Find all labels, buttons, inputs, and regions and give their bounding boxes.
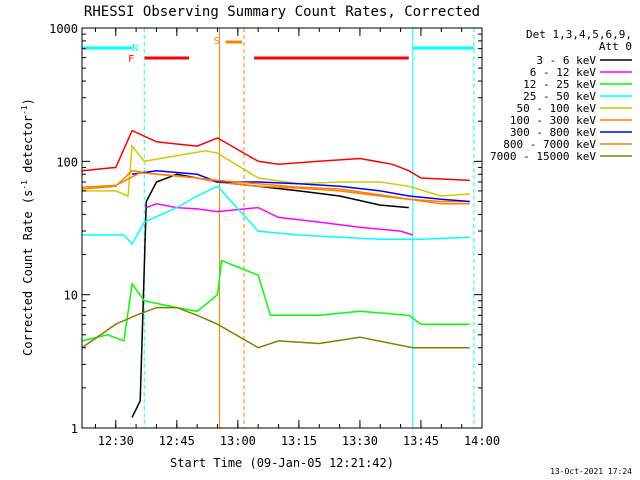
series-line-300-800-kev bbox=[131, 169, 470, 203]
legend-label: 6 - 12 keV bbox=[530, 66, 597, 79]
flag-bars: NF S bbox=[82, 36, 474, 65]
y-tick-label: 1 bbox=[71, 422, 78, 436]
legend-label: 25 - 50 keV bbox=[523, 90, 596, 103]
x-tick-label: 12:45 bbox=[159, 434, 195, 448]
x-tick-label: 13:30 bbox=[342, 434, 378, 448]
flag-label-S: S bbox=[214, 36, 220, 47]
x-tick-label: 13:45 bbox=[403, 434, 439, 448]
tick-layer: 12:30 12:45 13:00 13:15 13:30 13:45 14:00 1 10 10… bbox=[49, 22, 500, 448]
flag-label-N: N bbox=[132, 43, 138, 54]
y-axis-label-sup2: -1 bbox=[20, 105, 29, 115]
y-tick-label: 1000 bbox=[49, 22, 78, 36]
x-tick-label: 14:00 bbox=[464, 434, 500, 448]
series-line-7000-15000-kev bbox=[81, 306, 470, 349]
x-tick-label: 13:15 bbox=[281, 434, 317, 448]
series-line-6-12-kev bbox=[146, 203, 414, 236]
legend-label: 50 - 100 keV bbox=[517, 102, 597, 115]
legend-label: 12 - 25 keV bbox=[523, 78, 596, 91]
flag-label-F: F bbox=[128, 54, 134, 65]
y-tick-label: 100 bbox=[56, 155, 78, 169]
x-tick-label: 12:30 bbox=[98, 434, 134, 448]
timestamp: 13-Oct-2021 17:24 bbox=[550, 467, 632, 476]
gap-lines bbox=[143, 28, 475, 428]
legend-label: 100 - 300 keV bbox=[510, 114, 596, 127]
legend-label: 7000 - 15000 keV bbox=[490, 150, 596, 163]
y-axis-label-mid: detector bbox=[21, 115, 35, 180]
y-axis-label: Corrected Count Rate (s-1 detector-1) bbox=[20, 98, 35, 356]
plot-frame bbox=[81, 27, 483, 429]
series-line-50-100-kev bbox=[82, 144, 470, 198]
legend-header-line1: Det 1,3,4,5,6,9, bbox=[526, 28, 632, 41]
y-axis-label-sup1: -1 bbox=[20, 180, 29, 190]
legend-label: 800 - 7000 keV bbox=[503, 138, 596, 151]
x-axis-label: Start Time (09-Jan-05 12:21:42) bbox=[170, 456, 394, 470]
series-line-800-7000-kev bbox=[81, 172, 470, 205]
series-line-25-50-kev bbox=[82, 185, 470, 246]
y-axis-label-prefix: Corrected Count Rate (s bbox=[21, 190, 35, 356]
legend-header-line2: Att 0 bbox=[599, 40, 632, 53]
legend-label: 300 - 800 keV bbox=[510, 126, 596, 139]
series-line-red-flare-band bbox=[81, 129, 470, 182]
x-tick-label: 13:00 bbox=[220, 434, 256, 448]
legend-label: 3 - 6 keV bbox=[536, 54, 596, 67]
chart-title: RHESSI Observing Summary Count Rates, Co… bbox=[84, 4, 480, 20]
series-line-3-6-kev bbox=[131, 173, 409, 418]
series-layer bbox=[81, 129, 470, 418]
y-tick-label: 10 bbox=[64, 289, 78, 303]
series-line-12-25-kev bbox=[81, 259, 470, 342]
y-axis-label-suffix: ) bbox=[21, 98, 35, 105]
